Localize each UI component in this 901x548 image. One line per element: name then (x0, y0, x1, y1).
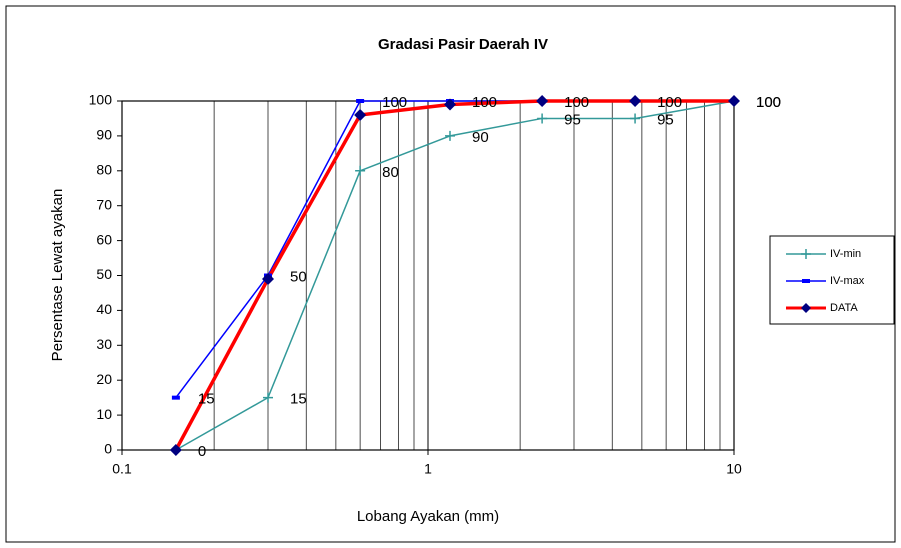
data-point (169, 444, 182, 456)
data-point (262, 392, 273, 403)
x-tick-label: 1 (424, 461, 432, 477)
x-tick-label: 0.1 (112, 461, 132, 477)
data-point (171, 395, 180, 400)
data-point (261, 272, 274, 285)
data-label: 100 (657, 94, 682, 111)
y-axis-label: Persentase Lewat ayakan (49, 189, 66, 362)
y-tick-label: 100 (89, 92, 113, 108)
data-label: 100 (472, 94, 497, 111)
x-tick-label: 10 (726, 461, 742, 477)
y-tick-label: 0 (104, 441, 112, 457)
legend-label: IV-max (830, 275, 865, 287)
data-label: 0 (198, 443, 206, 460)
y-tick-label: 20 (96, 371, 112, 387)
data-point (443, 98, 456, 111)
data-label: 100 (756, 94, 781, 111)
data-label: 15 (198, 391, 215, 408)
data-label: 80 (382, 164, 399, 181)
y-tick-label: 80 (96, 162, 112, 178)
data-point (355, 165, 366, 176)
data-point (630, 113, 641, 124)
data-label: 100 (756, 94, 781, 111)
chart-frame (5, 5, 896, 543)
y-tick-label: 60 (96, 231, 112, 247)
y-tick-label: 70 (96, 196, 112, 212)
data-point (728, 95, 740, 107)
legend-marker (801, 249, 811, 259)
data-point (444, 130, 455, 141)
legend-label: IV-min (830, 248, 861, 260)
data-point (537, 113, 548, 124)
data-point (356, 99, 365, 103)
y-tick-label: 10 (96, 406, 112, 422)
data-label: 100 (382, 94, 407, 111)
data-label: 95 (564, 111, 581, 128)
data-label: 50 (290, 268, 307, 285)
x-axis-label: Lobang Ayakan (mm) (357, 508, 499, 525)
y-tick-label: 30 (96, 336, 112, 352)
chart-title: Gradasi Pasir Daerah IV (378, 36, 548, 53)
y-tick-label: 40 (96, 301, 112, 317)
data-point (536, 95, 549, 107)
data-point (629, 95, 642, 107)
legend-marker (801, 303, 811, 313)
legend-marker (802, 279, 810, 283)
data-label: 15 (290, 391, 307, 408)
legend-label: DATA (830, 302, 858, 314)
y-tick-label: 90 (96, 127, 112, 143)
data-label: 90 (472, 129, 489, 146)
y-tick-label: 50 (96, 266, 112, 282)
data-label: 100 (564, 94, 589, 111)
data-label: 95 (657, 111, 674, 128)
data-point (354, 108, 367, 121)
